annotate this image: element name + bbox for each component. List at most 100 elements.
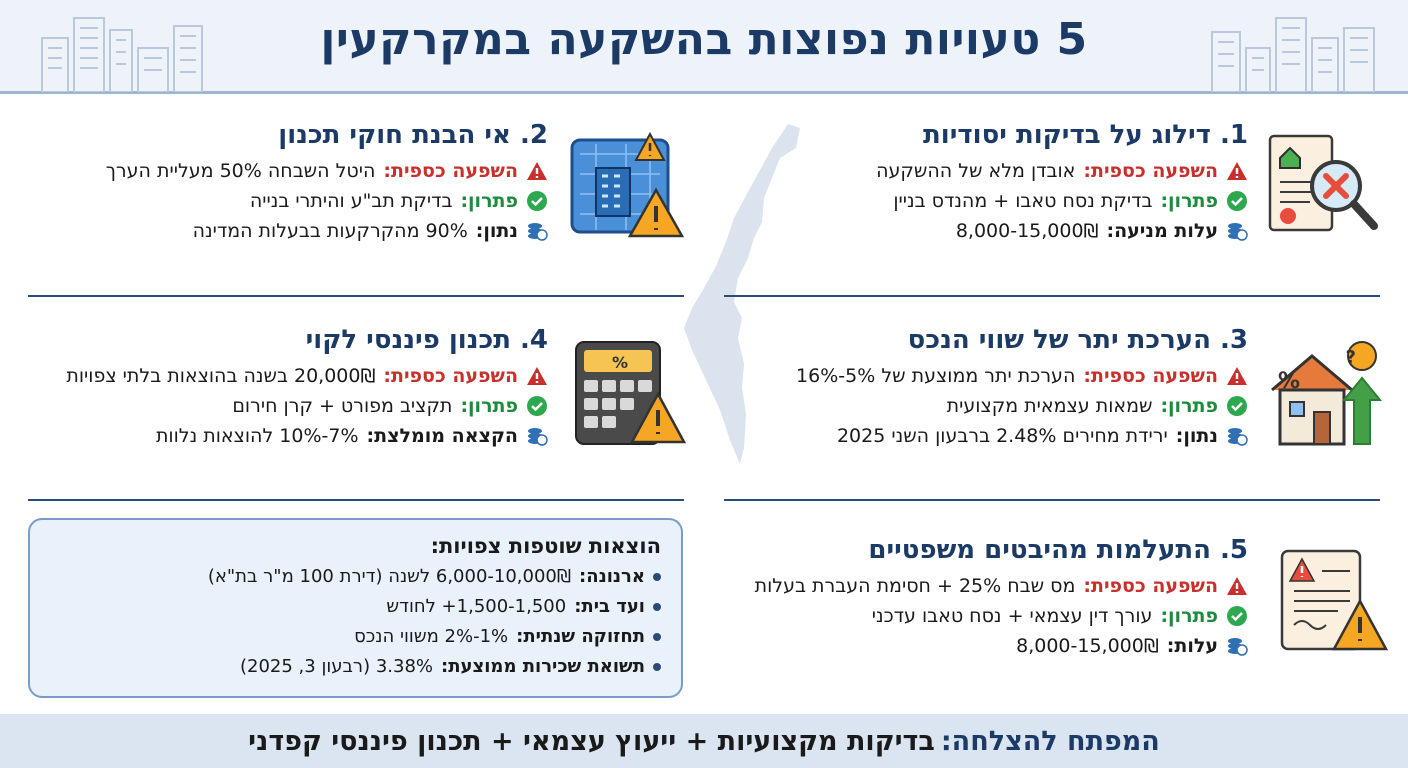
solution-text: עורך דין עצמאי + נסח טאבו עדכני bbox=[871, 605, 1153, 627]
warning-triangle-icon bbox=[1227, 577, 1247, 595]
check-circle-icon bbox=[1227, 191, 1247, 211]
data-text: 8,000-15,000₪ bbox=[1016, 635, 1159, 657]
calculator-warning-icon: % bbox=[575, 341, 687, 445]
impact-label: השפעה כספית: bbox=[1083, 365, 1218, 387]
warning-triangle-icon bbox=[527, 367, 547, 385]
expense-text: 3.38% (רבעון 3, 2025) bbox=[239, 656, 434, 677]
legal-scroll-warning-icon bbox=[1280, 549, 1389, 651]
section-divider bbox=[28, 499, 684, 501]
expense-label: תשואת שכירות ממוצעת: bbox=[441, 656, 645, 677]
footer-banner: המפתח להצלחה: בדיקות מקצועיות + ייעוץ עצ… bbox=[0, 714, 1408, 768]
impact-label: השפעה כספית: bbox=[383, 160, 518, 182]
data-text: 7%-10% להוצאות נלוות bbox=[155, 425, 359, 447]
header-banner: 5 טעויות נפוצות בהשקעה במקרקעין bbox=[0, 0, 1408, 94]
expenses-title: הוצאות שוטפות צפויות: bbox=[430, 534, 661, 558]
list-item: תחזוקה שנתית: 1%-2% משווי הנכס bbox=[50, 622, 661, 652]
data-label: הקצאה מומלצת: bbox=[366, 425, 518, 447]
section-divider bbox=[724, 295, 1380, 297]
city-skyline-icon bbox=[41, 17, 203, 92]
section-title: 3. הערכת יתר של שווי הנכס bbox=[907, 325, 1248, 355]
data-text: 8,000-15,000₪ bbox=[955, 220, 1099, 242]
coins-icon bbox=[1228, 638, 1248, 656]
impact-row: השפעה כספית: 20,000₪ בשנה בהוצאות בלתי צ… bbox=[28, 361, 548, 391]
section-divider bbox=[28, 295, 684, 297]
check-circle-icon bbox=[527, 396, 547, 416]
impact-label: השפעה כספית: bbox=[383, 365, 518, 387]
coins-icon bbox=[528, 223, 548, 241]
list-item: ארנונה: 6,000-10,000₪ לשנה (דירת 100 מ"ר… bbox=[50, 562, 661, 592]
section-title: 4. תכנון פיננסי לקוי bbox=[305, 325, 548, 355]
bullet-icon bbox=[653, 603, 661, 611]
solution-label: פתרון: bbox=[460, 190, 518, 212]
impact-text: אובדן מלא של ההשקעה bbox=[876, 160, 1076, 182]
bullet-icon bbox=[653, 573, 661, 581]
solution-text: תקציב מפורט + קרן חירום bbox=[232, 395, 453, 417]
document-magnifier-icon bbox=[1268, 134, 1378, 232]
solution-row: פתרון: בדיקת נסח טאבו + מהנדס בניין bbox=[688, 186, 1248, 216]
impact-label: השפעה כספית: bbox=[1083, 575, 1218, 597]
data-row: עלות מניעה: 8,000-15,000₪ bbox=[688, 216, 1248, 246]
bullet-icon bbox=[653, 633, 661, 641]
check-circle-icon bbox=[1227, 396, 1247, 416]
solution-row: פתרון: תקציב מפורט + קרן חירום bbox=[28, 391, 548, 421]
expenses-list: ארנונה: 6,000-10,000₪ לשנה (דירת 100 מ"ר… bbox=[50, 562, 661, 682]
data-label: נתון: bbox=[1175, 425, 1218, 447]
solution-label: פתרון: bbox=[1160, 190, 1218, 212]
page-title: 5 טעויות נפוצות בהשקעה במקרקעין bbox=[320, 14, 1088, 65]
coins-icon bbox=[528, 428, 548, 446]
coins-icon bbox=[1228, 428, 1248, 446]
expense-label: ועד בית: bbox=[574, 596, 645, 617]
section-title: 2. אי הבנת חוקי תכנון bbox=[278, 120, 548, 150]
bullet-icon bbox=[653, 663, 661, 671]
impact-text: היטל השבחה 50% מעליית הערך bbox=[105, 160, 376, 182]
coins-icon bbox=[1228, 223, 1248, 241]
expense-text: 1,500-1,500+ לחודש bbox=[386, 596, 567, 617]
check-circle-icon bbox=[1227, 606, 1247, 626]
data-label: עלות מניעה: bbox=[1106, 220, 1218, 242]
solution-row: פתרון: שמאות עצמאית מקצועית bbox=[688, 391, 1248, 421]
solution-label: פתרון: bbox=[460, 395, 518, 417]
impact-row: השפעה כספית: היטל השבחה 50% מעליית הערך bbox=[28, 156, 548, 186]
section-title: 5. התעלמות מהיבטים משפטיים bbox=[868, 535, 1248, 565]
warning-triangle-icon bbox=[1227, 162, 1247, 180]
city-skyline-icon bbox=[1211, 17, 1375, 92]
data-label: עלות: bbox=[1166, 635, 1218, 657]
data-row: נתון: ירידת מחירים 2.48% ברבעון השני 202… bbox=[688, 421, 1248, 451]
israel-map-icon bbox=[684, 124, 800, 464]
list-item: ועד בית: 1,500-1,500+ לחודש bbox=[50, 592, 661, 622]
blueprint-building-icon bbox=[570, 131, 685, 238]
svg-text:%: % bbox=[612, 353, 628, 372]
section-card-1: 1. דילוג על בדיקות יסודיות השפעה כספית: … bbox=[688, 120, 1248, 246]
data-label: נתון: bbox=[475, 220, 518, 242]
data-text: ירידת מחירים 2.48% ברבעון השני 2025 bbox=[836, 425, 1168, 447]
list-item: תשואת שכירות ממוצעת: 3.38% (רבעון 3, 202… bbox=[50, 652, 661, 682]
expense-text: 1%-2% משווי הנכס bbox=[354, 626, 509, 647]
solution-row: פתרון: בדיקת תב"ע והיתרי בנייה bbox=[28, 186, 548, 216]
data-text: 90% מהקרקעות בבעלות המדינה bbox=[192, 220, 468, 242]
expense-label: ארנונה: bbox=[579, 566, 645, 587]
section-card-2: 2. אי הבנת חוקי תכנון השפעה כספית: היטל … bbox=[28, 120, 548, 246]
section-card-4: 4. תכנון פיננסי לקוי השפעה כספית: 20,000… bbox=[28, 325, 548, 451]
section-title: 1. דילוג על בדיקות יסודיות bbox=[923, 120, 1248, 150]
data-row: נתון: 90% מהקרקעות בבעלות המדינה bbox=[28, 216, 548, 246]
house-price-arrow-icon: % ? bbox=[1271, 341, 1383, 446]
data-row: הקצאה מומלצת: 7%-10% להוצאות נלוות bbox=[28, 421, 548, 451]
impact-row: השפעה כספית: הערכת יתר ממוצעת של 5%-16% bbox=[688, 361, 1248, 391]
solution-label: פתרון: bbox=[1160, 605, 1218, 627]
warning-triangle-icon bbox=[527, 162, 547, 180]
solution-label: פתרון: bbox=[1160, 395, 1218, 417]
impact-row: השפעה כספית: מס שבח 25% + חסימת העברת בע… bbox=[688, 571, 1248, 601]
section-card-3: 3. הערכת יתר של שווי הנכס השפעה כספית: ה… bbox=[688, 325, 1248, 451]
expense-text: 6,000-10,000₪ לשנה (דירת 100 מ"ר בת"א) bbox=[207, 566, 571, 587]
solution-row: פתרון: עורך דין עצמאי + נסח טאבו עדכני bbox=[688, 601, 1248, 631]
svg-text:%: % bbox=[1278, 369, 1300, 394]
impact-text: 20,000₪ בשנה בהוצאות בלתי צפויות bbox=[66, 365, 376, 387]
svg-text:?: ? bbox=[1346, 347, 1356, 368]
solution-text: שמאות עצמאית מקצועית bbox=[946, 395, 1153, 417]
impact-text: הערכת יתר ממוצעת של 5%-16% bbox=[796, 365, 1076, 387]
solution-text: בדיקת תב"ע והיתרי בנייה bbox=[249, 190, 453, 212]
impact-label: השפעה כספית: bbox=[1083, 160, 1218, 182]
warning-triangle-icon bbox=[1227, 367, 1247, 385]
solution-text: בדיקת נסח טאבו + מהנדס בניין bbox=[893, 190, 1153, 212]
section-card-5: 5. התעלמות מהיבטים משפטיים השפעה כספית: … bbox=[688, 535, 1248, 661]
